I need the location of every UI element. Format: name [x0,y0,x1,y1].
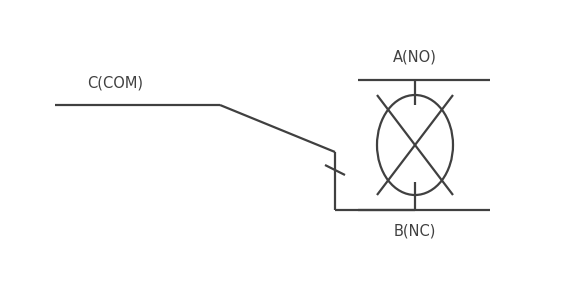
Text: A(NO): A(NO) [393,50,437,65]
Text: B(NC): B(NC) [394,223,436,238]
Text: C(COM): C(COM) [87,75,143,90]
